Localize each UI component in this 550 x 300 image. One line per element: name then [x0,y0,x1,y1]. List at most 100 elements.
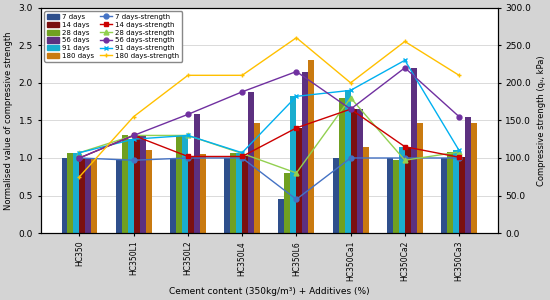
Bar [339,98,345,233]
14 days-strength [239,155,245,158]
Bar [74,153,79,233]
Bar [302,72,309,233]
180 days-strength [293,36,300,40]
7 days-strength [293,197,300,201]
28 days-strength [347,96,354,100]
180 days-strength [456,74,463,77]
Bar [79,158,85,233]
Bar [471,123,477,233]
56 days-strength [402,66,408,70]
Line: 7 days-strength: 7 days-strength [77,156,461,202]
91 days-strength [130,137,137,141]
91 days-strength [185,134,191,137]
7 days-strength [130,158,137,162]
180 days-strength [185,74,191,77]
14 days-strength [402,145,408,148]
Bar [405,147,411,233]
14 days-strength [293,126,300,130]
X-axis label: Cement content (350kg/m³) + Additives (%): Cement content (350kg/m³) + Additives (%… [169,287,370,296]
56 days-strength [347,107,354,111]
7 days-strength [185,156,191,160]
Bar [465,117,471,233]
Bar [242,157,248,233]
Bar [284,173,290,233]
14 days-strength [185,155,191,158]
28 days-strength [185,134,191,137]
14 days-strength [130,134,137,137]
Bar [254,123,260,233]
Bar [447,152,453,233]
91 days-strength [76,151,82,154]
Bar [399,147,405,233]
28 days-strength [402,158,408,162]
Bar [393,160,399,233]
7 days-strength [347,156,354,160]
28 days-strength [456,150,463,154]
180 days-strength [402,40,408,43]
Line: 180 days-strength: 180 days-strength [77,35,461,179]
56 days-strength [239,90,245,94]
91 days-strength [239,151,245,154]
56 days-strength [456,115,463,119]
Bar [387,158,393,233]
7 days-strength [402,156,408,160]
Bar [146,151,152,233]
Bar [459,157,465,233]
Bar [116,160,122,233]
Bar [411,68,417,233]
Bar [296,128,303,233]
Bar [170,158,176,233]
28 days-strength [130,134,137,137]
56 days-strength [76,156,82,160]
56 days-strength [293,70,300,74]
14 days-strength [347,107,354,111]
Legend: 7 days, 14 days, 28 days, 56 days, 91 days, 180 days, 7 days-strength, 14 days-s: 7 days, 14 days, 28 days, 56 days, 91 da… [44,11,182,62]
Bar [128,139,134,233]
180 days-strength [239,74,245,77]
Bar [453,151,459,233]
Bar [176,135,182,233]
Bar [134,135,140,233]
Y-axis label: Compressive strength (qᵤ, kPa): Compressive strength (qᵤ, kPa) [537,55,546,186]
Bar [230,154,236,233]
Bar [140,135,146,233]
Bar [188,157,194,233]
7 days-strength [239,156,245,160]
14 days-strength [456,155,463,159]
Bar [441,158,447,233]
Line: 91 days-strength: 91 days-strength [77,58,461,155]
Bar [356,109,362,233]
7 days-strength [76,156,82,160]
Bar [200,154,206,233]
91 days-strength [347,88,354,92]
Bar [309,60,314,233]
Bar [290,96,296,233]
56 days-strength [185,112,191,116]
180 days-strength [130,115,137,119]
Bar [85,158,91,233]
91 days-strength [402,58,408,62]
Bar [182,135,188,233]
180 days-strength [76,175,82,178]
91 days-strength [293,94,300,98]
Bar [350,109,356,233]
Bar [68,153,74,233]
28 days-strength [239,152,245,155]
Bar [417,123,423,233]
Y-axis label: Normalised value of compressive strength: Normalised value of compressive strength [4,31,13,210]
Line: 28 days-strength: 28 days-strength [77,95,461,176]
28 days-strength [293,171,300,175]
Bar [333,158,339,233]
Line: 56 days-strength: 56 days-strength [77,65,461,161]
180 days-strength [347,81,354,85]
7 days-strength [456,156,463,160]
14 days-strength [76,156,82,160]
Line: 14 days-strength: 14 days-strength [77,107,461,160]
Bar [122,135,128,233]
Bar [362,147,368,233]
28 days-strength [76,151,82,154]
Bar [278,199,284,233]
Bar [345,90,350,233]
91 days-strength [456,149,463,152]
Bar [236,153,242,233]
